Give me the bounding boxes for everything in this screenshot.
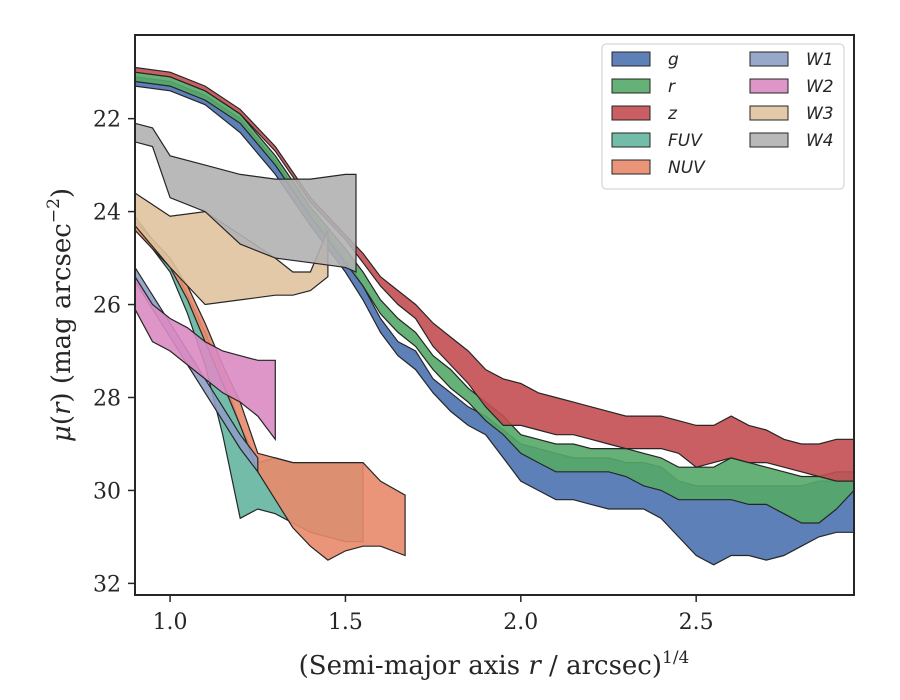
legend-label: W4 bbox=[806, 131, 834, 151]
band-w4 bbox=[135, 122, 357, 273]
band-z bbox=[135, 66, 854, 482]
legend-item-w1: W1 bbox=[749, 50, 834, 70]
legend-swatch bbox=[749, 51, 789, 67]
series-layer bbox=[135, 66, 854, 566]
legend-item-w3: W3 bbox=[749, 104, 834, 124]
x-tick-label: 2.5 bbox=[679, 610, 714, 635]
legend-item-nuv: NUV bbox=[611, 158, 706, 178]
x-tick-label: 2.0 bbox=[503, 610, 538, 635]
legend-swatch bbox=[611, 132, 651, 148]
legend-item-r: r bbox=[611, 77, 676, 97]
legend-item-w4: W4 bbox=[749, 131, 834, 151]
legend-item-g: g bbox=[611, 50, 679, 70]
band-r bbox=[135, 71, 854, 524]
x-axis: 1.0 1.5 2.0 2.5 bbox=[153, 595, 714, 635]
legend-item-z: z bbox=[611, 104, 678, 124]
band-w2 bbox=[135, 275, 276, 442]
legend-swatch bbox=[611, 78, 651, 94]
y-tick-label: 24 bbox=[93, 201, 121, 226]
legend-label: r bbox=[668, 77, 676, 97]
legend-swatch bbox=[749, 78, 789, 94]
legend-label: NUV bbox=[668, 158, 706, 178]
y-tick-label: 22 bbox=[93, 108, 121, 133]
y-tick-label: 32 bbox=[93, 572, 121, 597]
legend-swatch bbox=[611, 159, 651, 175]
x-axis-title: (Semi-major axis r / arcsec)1/4 bbox=[299, 648, 690, 681]
legend-item-fuv: FUV bbox=[611, 131, 703, 151]
legend: grz FUV NUV W1 W2 W3 W4 bbox=[601, 43, 845, 190]
y-tick-label: 28 bbox=[93, 386, 121, 411]
band-g bbox=[135, 76, 854, 566]
x-tick-label: 1.5 bbox=[328, 610, 363, 635]
y-axis-title: μ(r) (mag arcsec−2) bbox=[44, 188, 77, 442]
x-tick-label: 1.0 bbox=[153, 610, 188, 635]
legend-label: g bbox=[668, 50, 679, 70]
legend-label: W1 bbox=[806, 50, 834, 70]
plot-frame bbox=[134, 34, 855, 596]
legend-label: FUV bbox=[668, 131, 703, 151]
legend-label: W2 bbox=[806, 77, 834, 97]
legend-label: W3 bbox=[806, 104, 834, 124]
legend-swatch bbox=[749, 105, 789, 121]
y-tick-label: 30 bbox=[93, 479, 121, 504]
y-tick-label: 26 bbox=[93, 294, 121, 319]
legend-item-w2: W2 bbox=[749, 77, 834, 97]
legend-label: z bbox=[667, 104, 678, 124]
legend-swatch bbox=[611, 51, 651, 67]
legend-swatch bbox=[749, 132, 789, 148]
legend-swatch bbox=[611, 105, 651, 121]
y-axis: 22 24 26 28 30 32 bbox=[93, 108, 135, 597]
